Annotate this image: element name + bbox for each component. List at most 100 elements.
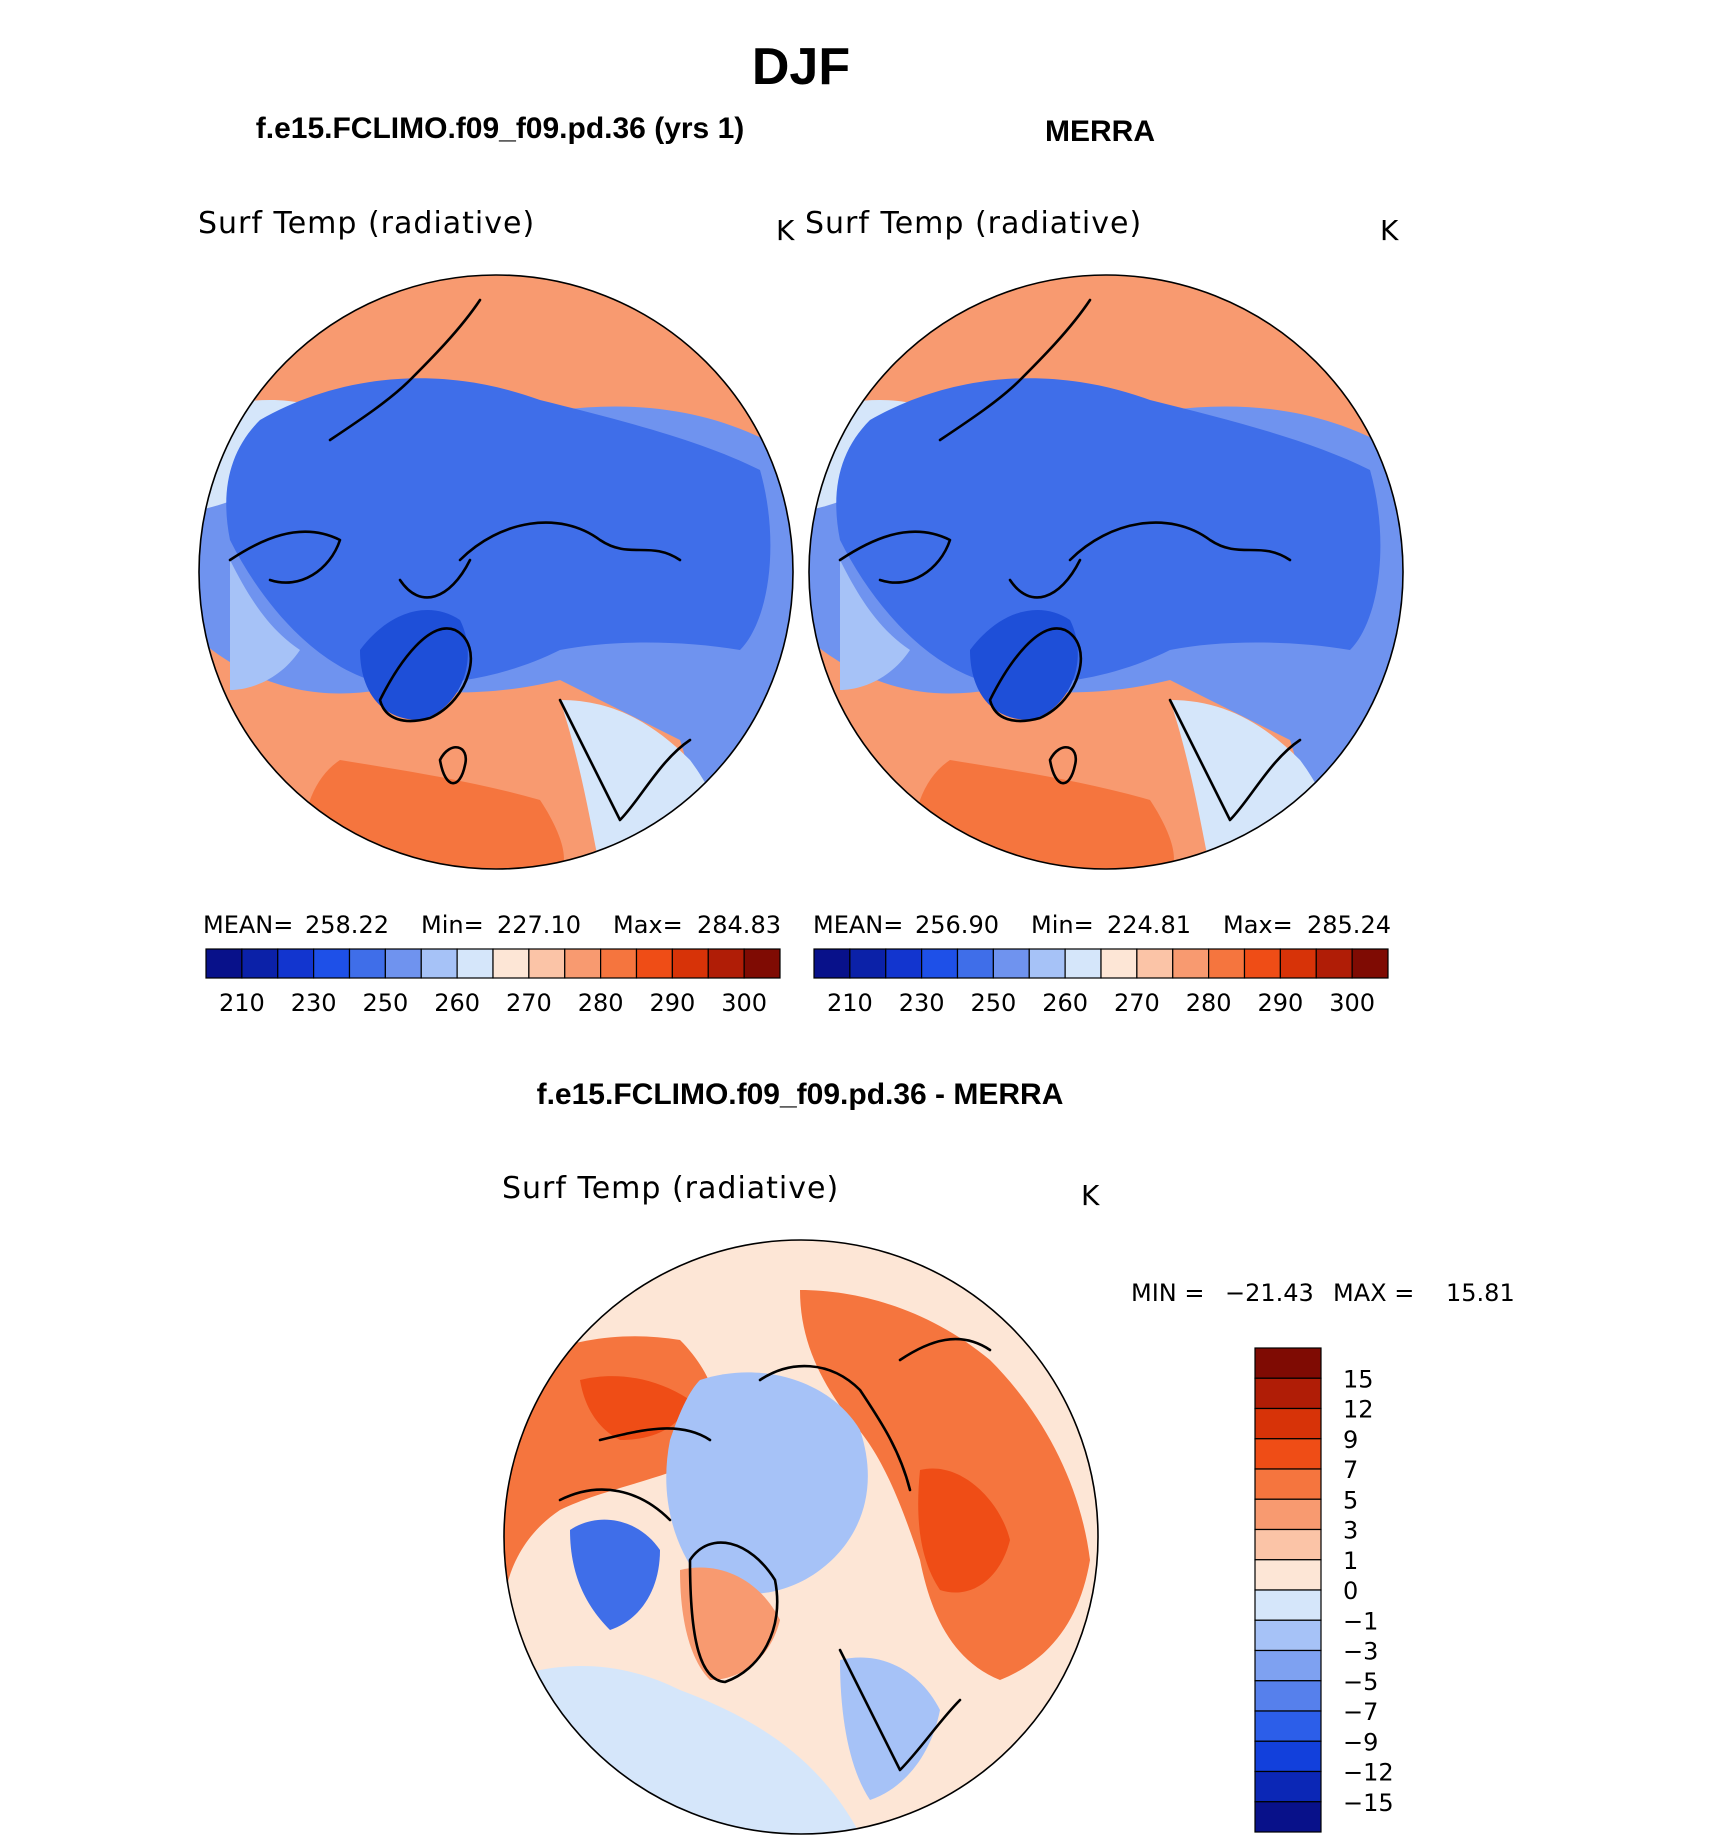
difference-colorbar-swatch [1254,1528,1322,1561]
model-coastlines [228,298,692,822]
difference-colorbar-tick-label: −7 [1343,1698,1378,1726]
merra-colorbar-swatch [1136,948,1174,979]
model-colorbar-swatch [313,948,351,979]
difference-colorbar-swatch [1254,1680,1322,1712]
model-colorbar-tick-label: 210 [219,989,265,1017]
diff-region-arctic-ocean [666,1372,868,1594]
difference-colorbar-tick-label: −1 [1343,1607,1378,1635]
model-colorbar: 210 230 250 260 270 280 290 300 [205,948,781,1017]
temp-region-labrador [840,560,910,690]
difference-min-value: −21.43 [1225,1279,1314,1307]
model-map-rim [198,274,794,870]
coast-greenland [378,627,473,723]
model-max-value: 284.83 [697,911,781,939]
merra-colorbar: 210 230 250 260 270 280 290 300 [813,948,1389,1017]
diff-region-siberia-core [580,1376,690,1440]
model-colorbar-tick-label: 300 [721,989,767,1017]
difference-colorbar-tick-label: −5 [1343,1668,1378,1696]
coast-scandinavia [558,698,692,822]
model-colorbar-tick-label: 230 [291,989,337,1017]
difference-panel: f.e15.FCLIMO.f09_f09.pd.36 - MERRA Surf … [502,1078,1515,1835]
model-panel-heading: f.e15.FCLIMO.f09_f09.pd.36 (yrs 1) [256,112,745,145]
difference-panel-heading: f.e15.FCLIMO.f09_f09.pd.36 - MERRA [537,1078,1064,1111]
difference-colorbar-swatch [1254,1619,1322,1652]
merra-map-rim [808,274,1404,870]
temp-region-arctic-basin [836,378,1381,684]
merra-colorbar-tick-label: 210 [827,989,873,1017]
merra-colorbar-tick-label: 290 [1257,989,1303,1017]
merra-mean-value: 256.90 [915,911,999,939]
merra-colorbar-swatch [1243,948,1281,979]
merra-mean-label: MEAN= [813,911,903,939]
model-colorbar-tick-label: 270 [506,989,552,1017]
model-colorbar-swatch [241,948,279,979]
coast-greenland [988,627,1083,723]
figure-title: DJF [752,38,850,96]
difference-map-rim [503,1239,1099,1835]
model-mean-label: MEAN= [203,911,293,939]
merra-min-value: 224.81 [1107,911,1191,939]
model-temperature-field [199,275,793,869]
merra-colorbar-tick-label: 280 [1186,989,1232,1017]
difference-colorbar-swatch [1254,1589,1322,1621]
model-polar-map [199,275,793,869]
merra-min-label: Min= [1031,911,1094,939]
model-colorbar-swatch [492,948,530,979]
difference-colorbar-tick-label: −12 [1343,1759,1394,1787]
diff-region-scandinavia [840,1657,940,1800]
merra-colorbar-swatch [1172,948,1210,979]
model-min-label: Min= [421,911,484,939]
difference-colorbar-swatch [1254,1559,1322,1591]
difference-colorbar-tick-label: −15 [1343,1789,1394,1817]
merra-stats: MEAN= 256.90 Min= 224.81 Max= 285.24 [813,911,1391,939]
diff-region-greenland [680,1567,780,1680]
model-colorbar-swatch [600,948,638,979]
model-colorbar-swatch [277,948,315,979]
merra-colorbar-swatch [1315,948,1353,979]
model-colorbar-swatch [348,948,386,979]
merra-colorbar-swatch [1028,948,1066,979]
temp-region-arctic-basin [226,378,771,684]
difference-colorbar-swatch [1254,1438,1322,1470]
merra-colorbar-tick-label: 300 [1329,989,1375,1017]
difference-colorbar-swatch [1254,1407,1322,1440]
temp-region-greenland [970,610,1078,720]
coast-bering [938,298,1092,442]
difference-colorbar-swatch [1254,1770,1322,1803]
difference-colorbar-tick-label: 15 [1343,1365,1374,1393]
difference-minmax: MIN = −21.43 MAX = 15.81 [1131,1279,1515,1307]
merra-polar-map [809,275,1403,869]
coast-kamchatka [898,1337,992,1362]
coast-scandinavia [1168,698,1302,822]
merra-colorbar-tick-label: 270 [1114,989,1160,1017]
difference-colorbar-swatch [1254,1347,1322,1379]
merra-colorbar-swatch [1351,948,1389,979]
difference-colorbar-swatch [1254,1377,1322,1410]
difference-min-label: MIN = [1131,1279,1204,1307]
coast-iceland [438,746,468,785]
merra-colorbar-tick-label: 260 [1042,989,1088,1017]
merra-temperature-field [809,275,1403,869]
model-colorbar-tick-label: 260 [434,989,480,1017]
merra-panel: MERRA Surf Temp (radiative) K [805,115,1404,1017]
merra-colorbar-swatch [1279,948,1317,979]
merra-variable-label: Surf Temp (radiative) [805,206,1142,241]
model-mean-value: 258.22 [305,911,389,939]
model-colorbar-swatch [635,948,673,979]
merra-panel-heading: MERRA [1045,115,1155,148]
model-colorbar-swatch [528,948,566,979]
model-colorbar-tick-label: 280 [578,989,624,1017]
merra-colorbar-tick-label: 250 [970,989,1016,1017]
diff-region-east-siberian [570,1519,660,1630]
model-colorbar-swatch [743,948,781,979]
difference-colorbar-tick-label: 7 [1343,1456,1358,1484]
difference-colorbar-tick-label: 1 [1343,1547,1358,1575]
merra-max-label: Max= [1223,911,1293,939]
merra-colorbar-swatch [1208,948,1246,979]
difference-colorbar-tick-label: −9 [1343,1728,1378,1756]
merra-max-value: 285.24 [1307,911,1391,939]
model-colorbar-swatch [564,948,602,979]
diff-region-canada-core [918,1468,1010,1593]
difference-colorbar-swatch [1254,1801,1322,1833]
difference-colorbar-swatch [1254,1498,1322,1531]
